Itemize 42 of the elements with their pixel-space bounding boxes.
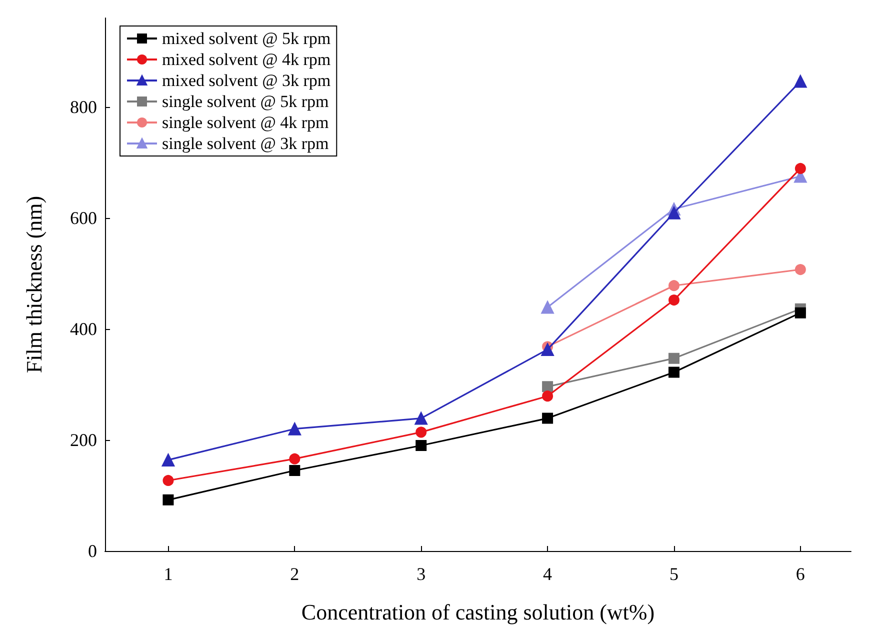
x-tick-label: 6 bbox=[796, 564, 805, 584]
point bbox=[289, 464, 300, 476]
point bbox=[794, 264, 806, 276]
point bbox=[668, 294, 680, 306]
legend-label: single solvent @ 4k rpm bbox=[162, 113, 329, 132]
legend-label: single solvent @ 3k rpm bbox=[162, 134, 329, 153]
point bbox=[288, 422, 302, 436]
legend-label: mixed solvent @ 4k rpm bbox=[162, 50, 331, 69]
point bbox=[542, 412, 554, 424]
point bbox=[414, 412, 428, 425]
point bbox=[668, 366, 680, 378]
point bbox=[289, 453, 300, 464]
legend-label: mixed solvent @ 3k rpm bbox=[162, 71, 331, 90]
legend-label: single solvent @ 5k rpm bbox=[162, 92, 329, 111]
y-tick-label: 200 bbox=[70, 430, 97, 450]
x-tick-label: 1 bbox=[164, 564, 173, 584]
y-tick-label: 400 bbox=[70, 318, 97, 339]
point bbox=[668, 352, 680, 364]
x-tick-label: 2 bbox=[290, 564, 300, 584]
x-axis-title: Concentration of casting solution (wt%) bbox=[301, 600, 655, 624]
point bbox=[162, 494, 174, 506]
point bbox=[416, 426, 427, 438]
y-tick-label: 0 bbox=[88, 541, 97, 561]
point bbox=[794, 74, 807, 88]
point bbox=[162, 453, 175, 466]
legend-label: mixed solvent @ 5k rpm bbox=[162, 29, 331, 48]
point bbox=[542, 390, 554, 402]
point bbox=[541, 342, 554, 356]
point bbox=[541, 300, 554, 314]
y-tick-label: 800 bbox=[70, 96, 97, 117]
x-tick-label: 5 bbox=[669, 564, 678, 584]
point bbox=[668, 280, 680, 292]
point bbox=[794, 162, 806, 174]
x-tick-label: 4 bbox=[543, 564, 552, 584]
point bbox=[667, 206, 680, 220]
point bbox=[794, 307, 806, 318]
point bbox=[416, 440, 427, 452]
y-axis-title: Film thickness (nm) bbox=[22, 196, 46, 374]
point bbox=[162, 474, 174, 486]
point bbox=[542, 381, 554, 392]
x-tick-label: 3 bbox=[416, 564, 426, 584]
y-tick-label: 600 bbox=[70, 208, 97, 228]
